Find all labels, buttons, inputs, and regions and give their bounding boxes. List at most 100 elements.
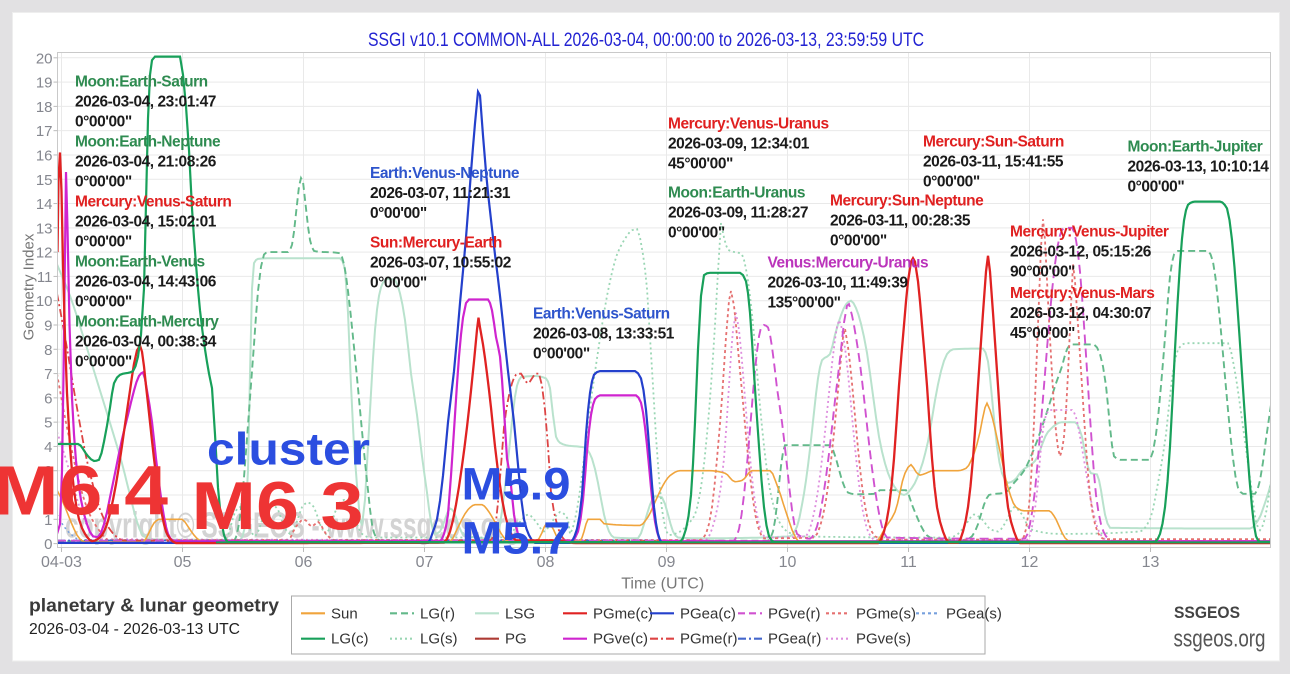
svg-text:Mercury:Sun-Saturn: Mercury:Sun-Saturn (923, 134, 1064, 151)
svg-text:PG: PG (505, 631, 527, 648)
svg-text:2026-03-04, 23:01:47: 2026-03-04, 23:01:47 (75, 94, 216, 111)
svg-text:2026-03-07, 11:21:31: 2026-03-07, 11:21:31 (370, 185, 511, 202)
svg-text:2026-03-13, 10:10:14: 2026-03-13, 10:10:14 (1128, 159, 1270, 176)
svg-text:Sun: Sun (331, 605, 358, 622)
svg-text:2026-03-10, 11:49:39: 2026-03-10, 11:49:39 (768, 275, 909, 292)
svg-text:2026-03-12, 04:30:07: 2026-03-12, 04:30:07 (1010, 305, 1151, 322)
svg-text:SSGEOS: SSGEOS (1174, 603, 1240, 622)
svg-text:19: 19 (36, 75, 53, 92)
svg-text:PGme(s): PGme(s) (856, 605, 916, 622)
svg-text:06: 06 (295, 554, 313, 571)
svg-text:18: 18 (36, 99, 53, 116)
svg-text:PGme(r): PGme(r) (680, 631, 738, 648)
svg-text:PGea(s): PGea(s) (946, 605, 1002, 622)
svg-text:LG(r): LG(r) (420, 605, 455, 622)
svg-text:Moon:Earth-Venus: Moon:Earth-Venus (75, 254, 205, 271)
svg-text:0°00'00": 0°00'00" (668, 225, 725, 242)
svg-text:9: 9 (44, 318, 52, 335)
svg-text:Earth:Venus-Saturn: Earth:Venus-Saturn (533, 306, 670, 323)
svg-text:10: 10 (36, 293, 53, 310)
svg-text:45°00'00": 45°00'00" (668, 156, 733, 173)
svg-text:PGea(r): PGea(r) (768, 631, 821, 648)
svg-text:12: 12 (36, 245, 53, 262)
svg-text:Time (UTC): Time (UTC) (621, 576, 704, 593)
svg-text:0°00'00": 0°00'00" (370, 275, 427, 292)
svg-text:15: 15 (36, 172, 53, 189)
svg-text:0°00'00": 0°00'00" (75, 234, 132, 251)
svg-text:M6 3: M6 3 (192, 468, 364, 544)
svg-text:0: 0 (44, 536, 52, 553)
svg-text:0°00'00": 0°00'00" (533, 346, 590, 363)
svg-text:Mercury:Venus-Jupiter: Mercury:Venus-Jupiter (1010, 224, 1169, 241)
svg-text:2: 2 (44, 488, 52, 505)
svg-text:0°00'00": 0°00'00" (370, 205, 427, 222)
svg-text:05: 05 (174, 554, 192, 571)
svg-text:10: 10 (779, 554, 797, 571)
svg-text:2026-03-09, 11:28:27: 2026-03-09, 11:28:27 (668, 205, 808, 222)
svg-text:Moon:Earth-Jupiter: Moon:Earth-Jupiter (1128, 139, 1263, 156)
svg-text:3: 3 (44, 463, 52, 480)
svg-text:2026-03-08, 13:33:51: 2026-03-08, 13:33:51 (533, 326, 675, 343)
svg-text:2026-03-04, 14:43:06: 2026-03-04, 14:43:06 (75, 274, 217, 291)
svg-text:M5.9: M5.9 (462, 459, 571, 510)
svg-text:13: 13 (1142, 554, 1160, 571)
svg-text:Earth:Venus-Neptune: Earth:Venus-Neptune (370, 165, 520, 182)
svg-text:1: 1 (44, 512, 52, 529)
svg-text:PGve(s): PGve(s) (856, 631, 911, 648)
svg-text:7: 7 (44, 366, 52, 383)
svg-text:0°00'00": 0°00'00" (830, 233, 887, 250)
svg-text:4: 4 (44, 439, 52, 456)
svg-text:11: 11 (900, 554, 917, 571)
svg-text:0°00'00": 0°00'00" (923, 174, 980, 191)
svg-text:copyright© SSGEOS - www.ssgeos: copyright© SSGEOS - www.ssgeos.org (65, 505, 520, 546)
svg-text:Mercury:Venus-Saturn: Mercury:Venus-Saturn (75, 194, 231, 211)
svg-text:17: 17 (36, 123, 53, 140)
svg-text:0°00'00": 0°00'00" (75, 114, 132, 131)
svg-text:LG(c): LG(c) (331, 631, 369, 648)
svg-text:PGve(r): PGve(r) (768, 605, 821, 622)
svg-text:0°00'00": 0°00'00" (75, 174, 132, 191)
svg-text:PGea(c): PGea(c) (680, 605, 736, 622)
svg-text:09: 09 (658, 554, 676, 571)
svg-text:Moon:Earth-Saturn: Moon:Earth-Saturn (75, 74, 208, 91)
svg-text:2026-03-11, 15:41:55: 2026-03-11, 15:41:55 (923, 154, 1064, 171)
svg-text:ssgeos.org: ssgeos.org (1174, 626, 1266, 653)
svg-text:cluster: cluster (207, 424, 370, 475)
svg-text:08: 08 (537, 554, 555, 571)
svg-text:M6.4: M6.4 (0, 452, 168, 530)
svg-text:2026-03-11, 00:28:35: 2026-03-11, 00:28:35 (830, 213, 971, 230)
svg-text:13: 13 (36, 220, 53, 237)
svg-text:Mercury:Sun-Neptune: Mercury:Sun-Neptune (830, 193, 984, 210)
svg-text:Geometry Index: Geometry Index (21, 233, 38, 340)
svg-text:0°00'00": 0°00'00" (1128, 179, 1185, 196)
svg-text:LSG: LSG (505, 605, 535, 622)
svg-text:2026-03-04 - 2026-03-13 UTC: 2026-03-04 - 2026-03-13 UTC (29, 621, 240, 638)
svg-text:Moon:Earth-Mercury: Moon:Earth-Mercury (75, 314, 219, 331)
svg-text:14: 14 (36, 196, 53, 213)
svg-text:Moon:Earth-Uranus: Moon:Earth-Uranus (668, 185, 805, 202)
svg-text:12: 12 (1021, 554, 1039, 571)
svg-text:16: 16 (36, 148, 53, 165)
svg-text:8: 8 (44, 342, 52, 359)
svg-text:2026-03-07, 10:55:02: 2026-03-07, 10:55:02 (370, 255, 511, 272)
svg-text:11: 11 (37, 269, 53, 286)
svg-text:135°00'00": 135°00'00" (768, 295, 841, 312)
svg-text:2026-03-04, 15:02:01: 2026-03-04, 15:02:01 (75, 214, 217, 231)
svg-text:Moon:Earth-Neptune: Moon:Earth-Neptune (75, 134, 221, 151)
svg-text:5: 5 (44, 415, 52, 432)
svg-text:2026-03-09, 12:34:01: 2026-03-09, 12:34:01 (668, 136, 810, 153)
svg-text:6: 6 (44, 390, 52, 407)
svg-text:PGme(c): PGme(c) (593, 605, 653, 622)
svg-text:Sun:Mercury-Earth: Sun:Mercury-Earth (370, 235, 502, 252)
svg-text:2026-03-04, 00:38:34: 2026-03-04, 00:38:34 (75, 334, 217, 351)
svg-text:0°00'00": 0°00'00" (75, 354, 132, 371)
svg-text:2026-03-04, 21:08:26: 2026-03-04, 21:08:26 (75, 154, 217, 171)
svg-text:planetary & lunar geometry: planetary & lunar geometry (29, 596, 279, 616)
svg-text:PGve(c): PGve(c) (593, 631, 648, 648)
svg-text:LG(s): LG(s) (420, 631, 458, 648)
svg-text:SSGI v10.1 COMMON-ALL 2026-03-: SSGI v10.1 COMMON-ALL 2026-03-04, 00:00:… (368, 30, 924, 51)
svg-text:M5.7: M5.7 (462, 513, 571, 564)
svg-text:20: 20 (36, 50, 53, 67)
svg-text:45°00'00": 45°00'00" (1010, 325, 1075, 342)
svg-text:07: 07 (416, 554, 434, 571)
